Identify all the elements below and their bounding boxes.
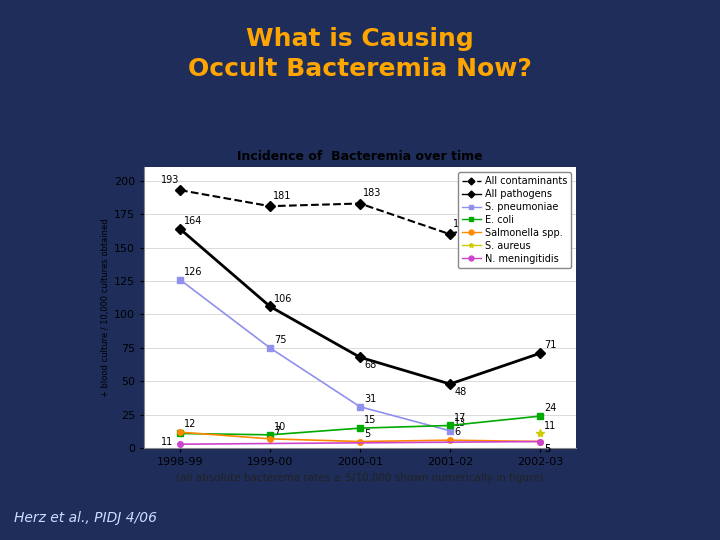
Text: 181: 181 <box>273 191 291 201</box>
Line: S. pneumoniae: S. pneumoniae <box>177 277 453 434</box>
Text: 11: 11 <box>544 421 557 431</box>
All contaminants <box>536 203 544 210</box>
S. pneumoniae <box>266 345 274 351</box>
Salmonella spp. <box>536 438 544 445</box>
Text: (all absolute bacterema rates ≥ 5/10,000 shown numerically in figure): (all absolute bacterema rates ≥ 5/10,000… <box>176 473 544 483</box>
E. coli <box>266 431 274 438</box>
Text: 5: 5 <box>544 444 550 454</box>
All pathogens <box>536 350 544 356</box>
E. coli <box>536 413 544 420</box>
Salmonella spp. <box>446 437 454 443</box>
E. coli <box>356 425 364 431</box>
All pathogens <box>356 354 364 361</box>
All contaminants <box>176 187 184 193</box>
E. coli <box>176 430 184 437</box>
All pathogens <box>176 226 184 232</box>
Legend: All contaminants, All pathogens, S. pneumoniae, E. coli, Salmonella spp., S. aur: All contaminants, All pathogens, S. pneu… <box>458 172 571 267</box>
Text: 193: 193 <box>161 174 179 185</box>
Text: 12: 12 <box>184 420 197 429</box>
Text: 164: 164 <box>184 216 202 226</box>
Text: 31: 31 <box>364 394 377 404</box>
Line: Salmonella spp.: Salmonella spp. <box>177 429 543 444</box>
Text: 68: 68 <box>364 360 377 370</box>
Y-axis label: + blood culture / 10,000 cultures obtained: + blood culture / 10,000 cultures obtain… <box>101 219 109 397</box>
Line: All pathogens: All pathogens <box>176 225 544 388</box>
All pathogens <box>266 303 274 310</box>
Line: All contaminants: All contaminants <box>176 187 544 238</box>
Text: 71: 71 <box>544 341 557 350</box>
All contaminants <box>446 231 454 238</box>
All contaminants <box>266 203 274 210</box>
Text: 15: 15 <box>364 415 377 426</box>
All contaminants <box>356 200 364 207</box>
Text: 5: 5 <box>364 429 370 438</box>
Text: 5: 5 <box>544 444 550 454</box>
Text: 17: 17 <box>454 413 467 423</box>
S. pneumoniae <box>176 276 184 283</box>
Title: Incidence of  Bacteremia over time: Incidence of Bacteremia over time <box>237 151 483 164</box>
Text: Herz et al., PIDJ 4/06: Herz et al., PIDJ 4/06 <box>14 511 158 525</box>
Text: 24: 24 <box>544 403 557 413</box>
Text: 181: 181 <box>543 191 561 201</box>
Text: 6: 6 <box>454 427 460 437</box>
Text: 13: 13 <box>454 418 467 428</box>
S. pneumoniae <box>356 403 364 410</box>
Text: 7: 7 <box>274 426 280 436</box>
Text: What is Causing
Occult Bacteremia Now?: What is Causing Occult Bacteremia Now? <box>188 27 532 81</box>
All pathogens <box>446 381 454 387</box>
Text: 106: 106 <box>274 294 292 303</box>
E. coli <box>446 422 454 429</box>
Salmonella spp. <box>266 436 274 442</box>
Text: 10: 10 <box>274 422 287 432</box>
Text: 126: 126 <box>184 267 202 277</box>
Text: 183: 183 <box>363 188 381 198</box>
Text: 160: 160 <box>453 219 471 229</box>
S. pneumoniae <box>446 428 454 434</box>
Text: 75: 75 <box>274 335 287 345</box>
Line: E. coli: E. coli <box>177 413 543 437</box>
Salmonella spp. <box>176 429 184 435</box>
Text: 11: 11 <box>161 437 173 447</box>
Text: 48: 48 <box>454 387 467 396</box>
Salmonella spp. <box>356 438 364 445</box>
